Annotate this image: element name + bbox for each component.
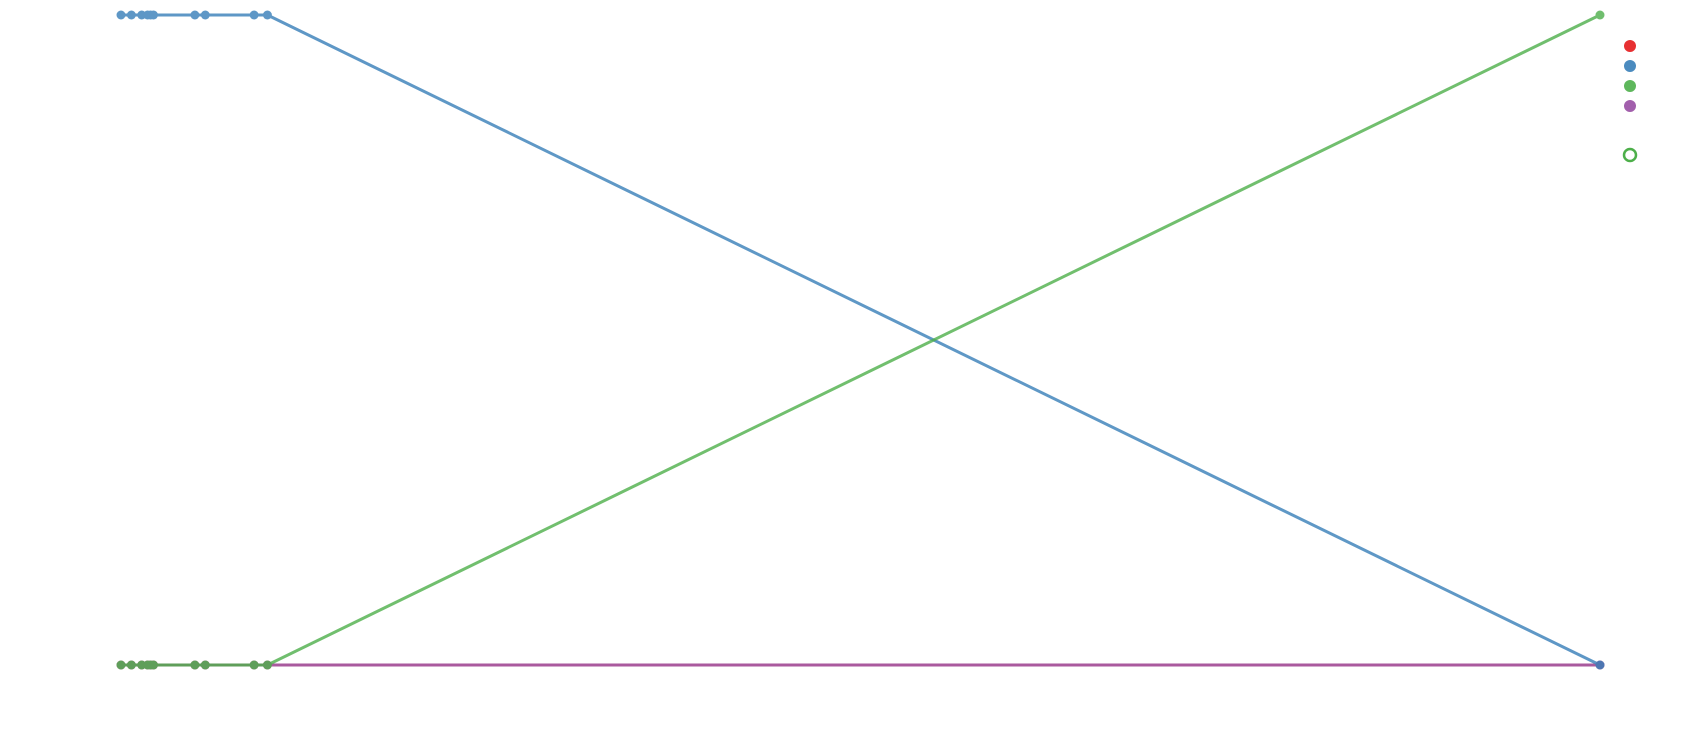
series-3 <box>116 10 1605 670</box>
series-3-point <box>1595 10 1605 20</box>
legend-marker-2 <box>1624 60 1636 72</box>
series-2-point <box>262 10 272 20</box>
series-3-point <box>249 660 259 670</box>
series-3-point <box>149 660 158 670</box>
series-2-point <box>126 10 136 20</box>
series-2-point <box>149 10 158 20</box>
series-2-line <box>119 13 1602 667</box>
legend-marker-3 <box>1624 80 1636 92</box>
legend-marker-5 <box>1622 147 1638 163</box>
series-2-point <box>249 10 259 20</box>
series-3-point <box>262 660 272 670</box>
series-2-point <box>200 10 210 20</box>
series-2-point <box>1595 660 1605 670</box>
legend-marker-1 <box>1624 40 1636 52</box>
series-2-point <box>116 10 126 20</box>
legend-marker-4 <box>1624 100 1636 112</box>
series-3-point <box>126 660 136 670</box>
series-3-line <box>119 13 1602 667</box>
series-2 <box>116 10 1605 670</box>
series-3-point <box>116 660 126 670</box>
series-4 <box>116 660 1605 670</box>
chart-legend <box>1622 40 1638 163</box>
plot-area <box>116 10 1605 670</box>
series-3-point <box>190 660 200 670</box>
series-3-point <box>200 660 210 670</box>
series-2-point <box>190 10 200 20</box>
